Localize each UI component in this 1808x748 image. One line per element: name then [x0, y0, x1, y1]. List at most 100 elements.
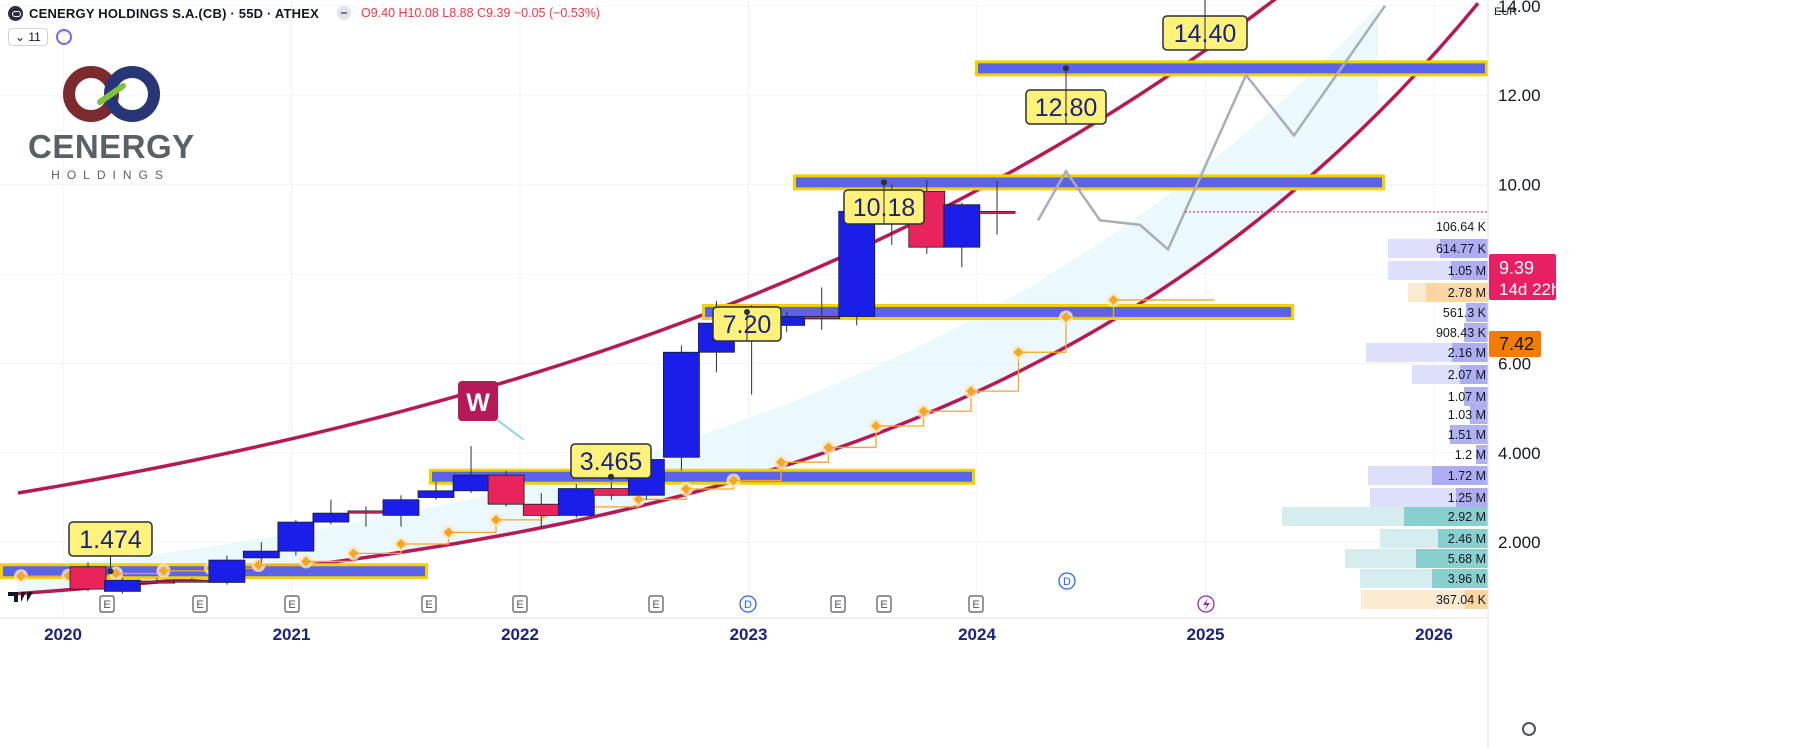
currency-label[interactable]: EUR — [1494, 6, 1518, 18]
level-label: 3.465 — [580, 448, 643, 476]
level-label: 14.40 — [1174, 20, 1237, 48]
volume-bar-inner — [1451, 261, 1488, 280]
volume-bar-inner — [1416, 549, 1488, 568]
candle-body — [242, 550, 280, 559]
level-label: 7.20 — [723, 311, 772, 339]
y-tick-label: 10.00 — [1498, 176, 1541, 195]
time-axis: 2020 2021 2022 2023 2024 2025 2026 — [0, 617, 1488, 644]
volume-bar-inner — [1470, 405, 1488, 424]
volume-bar-label: 561.3 K — [1443, 306, 1487, 320]
candle-body — [838, 211, 876, 317]
candle-body — [277, 521, 315, 552]
candle-body — [978, 211, 1016, 214]
gear-icon[interactable] — [1522, 722, 1536, 736]
dividend-marker — [1058, 572, 1076, 590]
earnings-marker-label: E — [196, 599, 203, 611]
symbol-icon — [8, 5, 23, 21]
x-tick-label: 2023 — [730, 625, 768, 644]
level-anchor-dot — [608, 473, 614, 480]
indicator-row: ⌄ 11 — [8, 28, 72, 46]
support-step — [1018, 317, 1067, 353]
dividend-marker-label: D — [1063, 576, 1071, 588]
status-dot-icon — [336, 6, 351, 20]
earnings-marker — [421, 595, 437, 613]
candle-body — [173, 579, 211, 583]
symbol-header: CENERGY HOLDINGS S.A.(CB) · 55D · ATHEX … — [0, 0, 600, 26]
volume-bar-label: 2.16 M — [1448, 346, 1486, 360]
volume-bar-label: 3.96 M — [1448, 572, 1486, 586]
candle-body — [417, 490, 455, 498]
candles — [69, 180, 1488, 594]
volume-bar-label: 1.25 M — [1448, 491, 1486, 505]
y-tick-label: 2.000 — [1498, 533, 1541, 552]
volume-bar-inner — [1404, 507, 1488, 526]
candle-body — [69, 566, 107, 590]
dividend-marker — [739, 595, 757, 613]
earnings-marker-label: E — [425, 599, 432, 611]
volume-bar-label: 2.92 M — [1448, 510, 1486, 524]
earnings-marker — [512, 595, 528, 613]
logo-word: CENERGY — [28, 128, 195, 165]
tradingview-logo-icon — [8, 592, 33, 602]
candle-body — [208, 559, 246, 583]
refresh-icon[interactable] — [55, 29, 72, 45]
candle-body — [803, 316, 841, 320]
price-tags: 9.39 14d 22h 7.42 — [1489, 254, 1560, 357]
volume-bar-label: 5.68 M — [1448, 552, 1486, 566]
projection-line — [1036, 5, 1387, 252]
x-tick-label: 2025 — [1187, 625, 1225, 644]
volume-bar-label: 2.46 M — [1448, 532, 1486, 546]
indicators-toggle[interactable]: ⌄ 11 — [8, 28, 48, 46]
candle-body — [138, 580, 176, 584]
x-tick-label: 2024 — [958, 625, 996, 644]
earnings-marker-label: E — [516, 599, 523, 611]
lightning-icon — [1203, 598, 1210, 611]
volume-bar-label: 106.64 K — [1436, 220, 1487, 234]
level-label: 12.80 — [1035, 94, 1098, 122]
x-tick-label: 2021 — [273, 625, 311, 644]
wave-marker-box — [458, 381, 498, 421]
support-price-value: 7.42 — [1499, 334, 1534, 354]
y-tick-label: 14.00 — [1498, 0, 1541, 16]
volume-bar-inner — [1464, 387, 1488, 406]
logo-subtitle: HOLDINGS — [51, 168, 170, 182]
level-band — [793, 174, 1385, 191]
volume-bar-label: 908.43 K — [1436, 326, 1487, 340]
dividend-marker-label: D — [744, 599, 752, 611]
support-step — [828, 425, 877, 449]
volume-bar-label: 1.72 M — [1448, 469, 1486, 483]
projection-path — [1036, 5, 1387, 252]
volume-bar-label: 2.78 M — [1448, 286, 1486, 300]
volume-bar-outer — [1361, 590, 1488, 609]
symbol-title[interactable]: CENERGY HOLDINGS S.A.(CB) · 55D · ATHEX — [29, 5, 319, 21]
volume-bar-label: 1.51 M — [1448, 428, 1486, 442]
level-label: 10.18 — [853, 194, 916, 222]
earnings-marker-label: E — [288, 599, 295, 611]
volume-bar-inner — [1460, 365, 1488, 384]
y-tick-label: 4.000 — [1498, 444, 1541, 463]
volume-bar-inner — [1452, 343, 1488, 362]
level-label: 1.474 — [79, 526, 142, 554]
level-band — [975, 60, 1488, 77]
logo-mark-icon — [63, 66, 160, 122]
volume-bar-inner — [1456, 488, 1488, 507]
volume-bar-inner — [1466, 303, 1488, 322]
bar-countdown: 14d 22h — [1499, 280, 1560, 299]
volume-bar-label: 2.07 M — [1448, 368, 1486, 382]
ohlc-values: O9.40 H10.08 L8.88 C9.39 −0.05 (−0.53%) — [360, 6, 601, 20]
level-anchor-dot — [744, 308, 750, 315]
volume-bar-inner — [1476, 445, 1488, 464]
candle-body — [557, 488, 595, 516]
level-anchor-dot — [107, 568, 114, 575]
candle-body — [663, 351, 700, 458]
volume-bar-inner — [1464, 323, 1488, 342]
volume-bar-inner — [1432, 569, 1488, 588]
earnings-marker — [876, 595, 892, 613]
volume-bar-label: 1.07 M — [1448, 390, 1486, 404]
last-price-value: 9.39 — [1499, 258, 1534, 278]
x-tick-label: 2026 — [1415, 625, 1453, 644]
candle-body — [943, 204, 981, 248]
candle-body — [452, 474, 490, 492]
